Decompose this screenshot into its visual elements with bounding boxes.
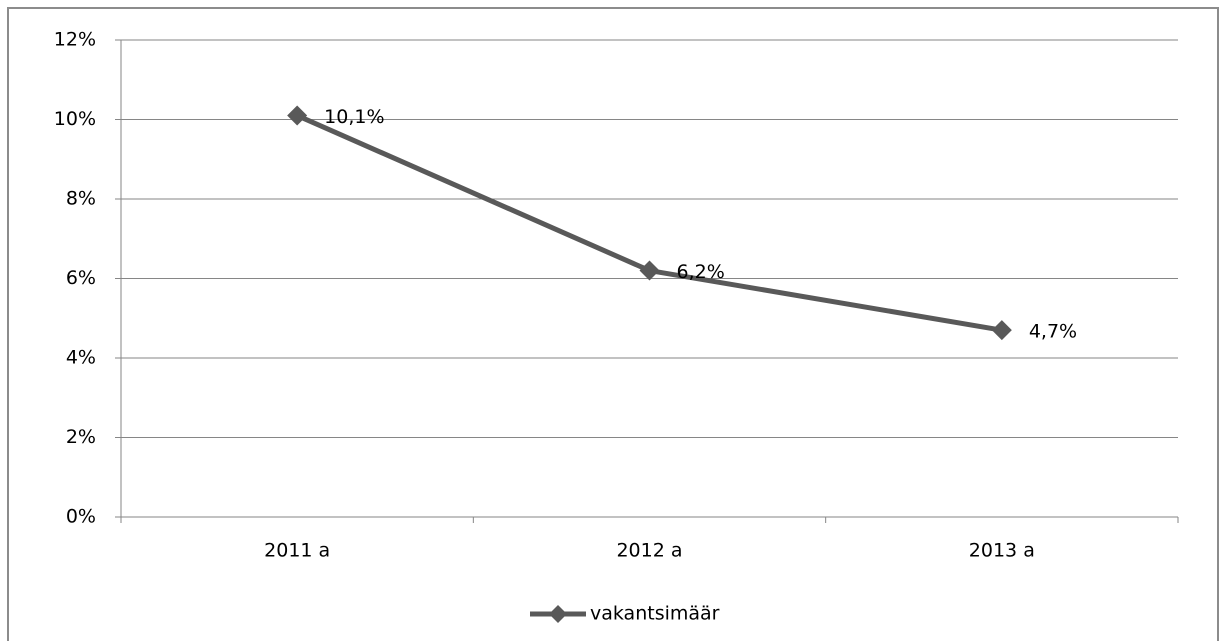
legend-label: vakantsimäär	[590, 603, 720, 625]
data-label: 4,7%	[1029, 321, 1077, 343]
y-tick-label: 8%	[66, 188, 96, 210]
chart-frame	[7, 7, 1219, 641]
x-tick-label: 2013 a	[969, 540, 1035, 562]
marker	[991, 320, 1012, 341]
y-tick-label: 4%	[66, 347, 96, 369]
legend-marker	[549, 605, 567, 623]
y-tick-label: 2%	[66, 426, 96, 448]
data-label: 10,1%	[324, 106, 384, 128]
y-tick-label: 12%	[54, 29, 96, 51]
y-tick-label: 0%	[66, 506, 96, 528]
marker	[639, 260, 660, 281]
data-label: 6,2%	[677, 261, 725, 283]
y-tick-label: 10%	[54, 108, 96, 130]
x-tick-label: 2012 a	[616, 540, 682, 562]
y-tick-label: 6%	[66, 267, 96, 289]
x-tick-label: 2011 a	[264, 540, 330, 562]
marker	[287, 105, 308, 126]
